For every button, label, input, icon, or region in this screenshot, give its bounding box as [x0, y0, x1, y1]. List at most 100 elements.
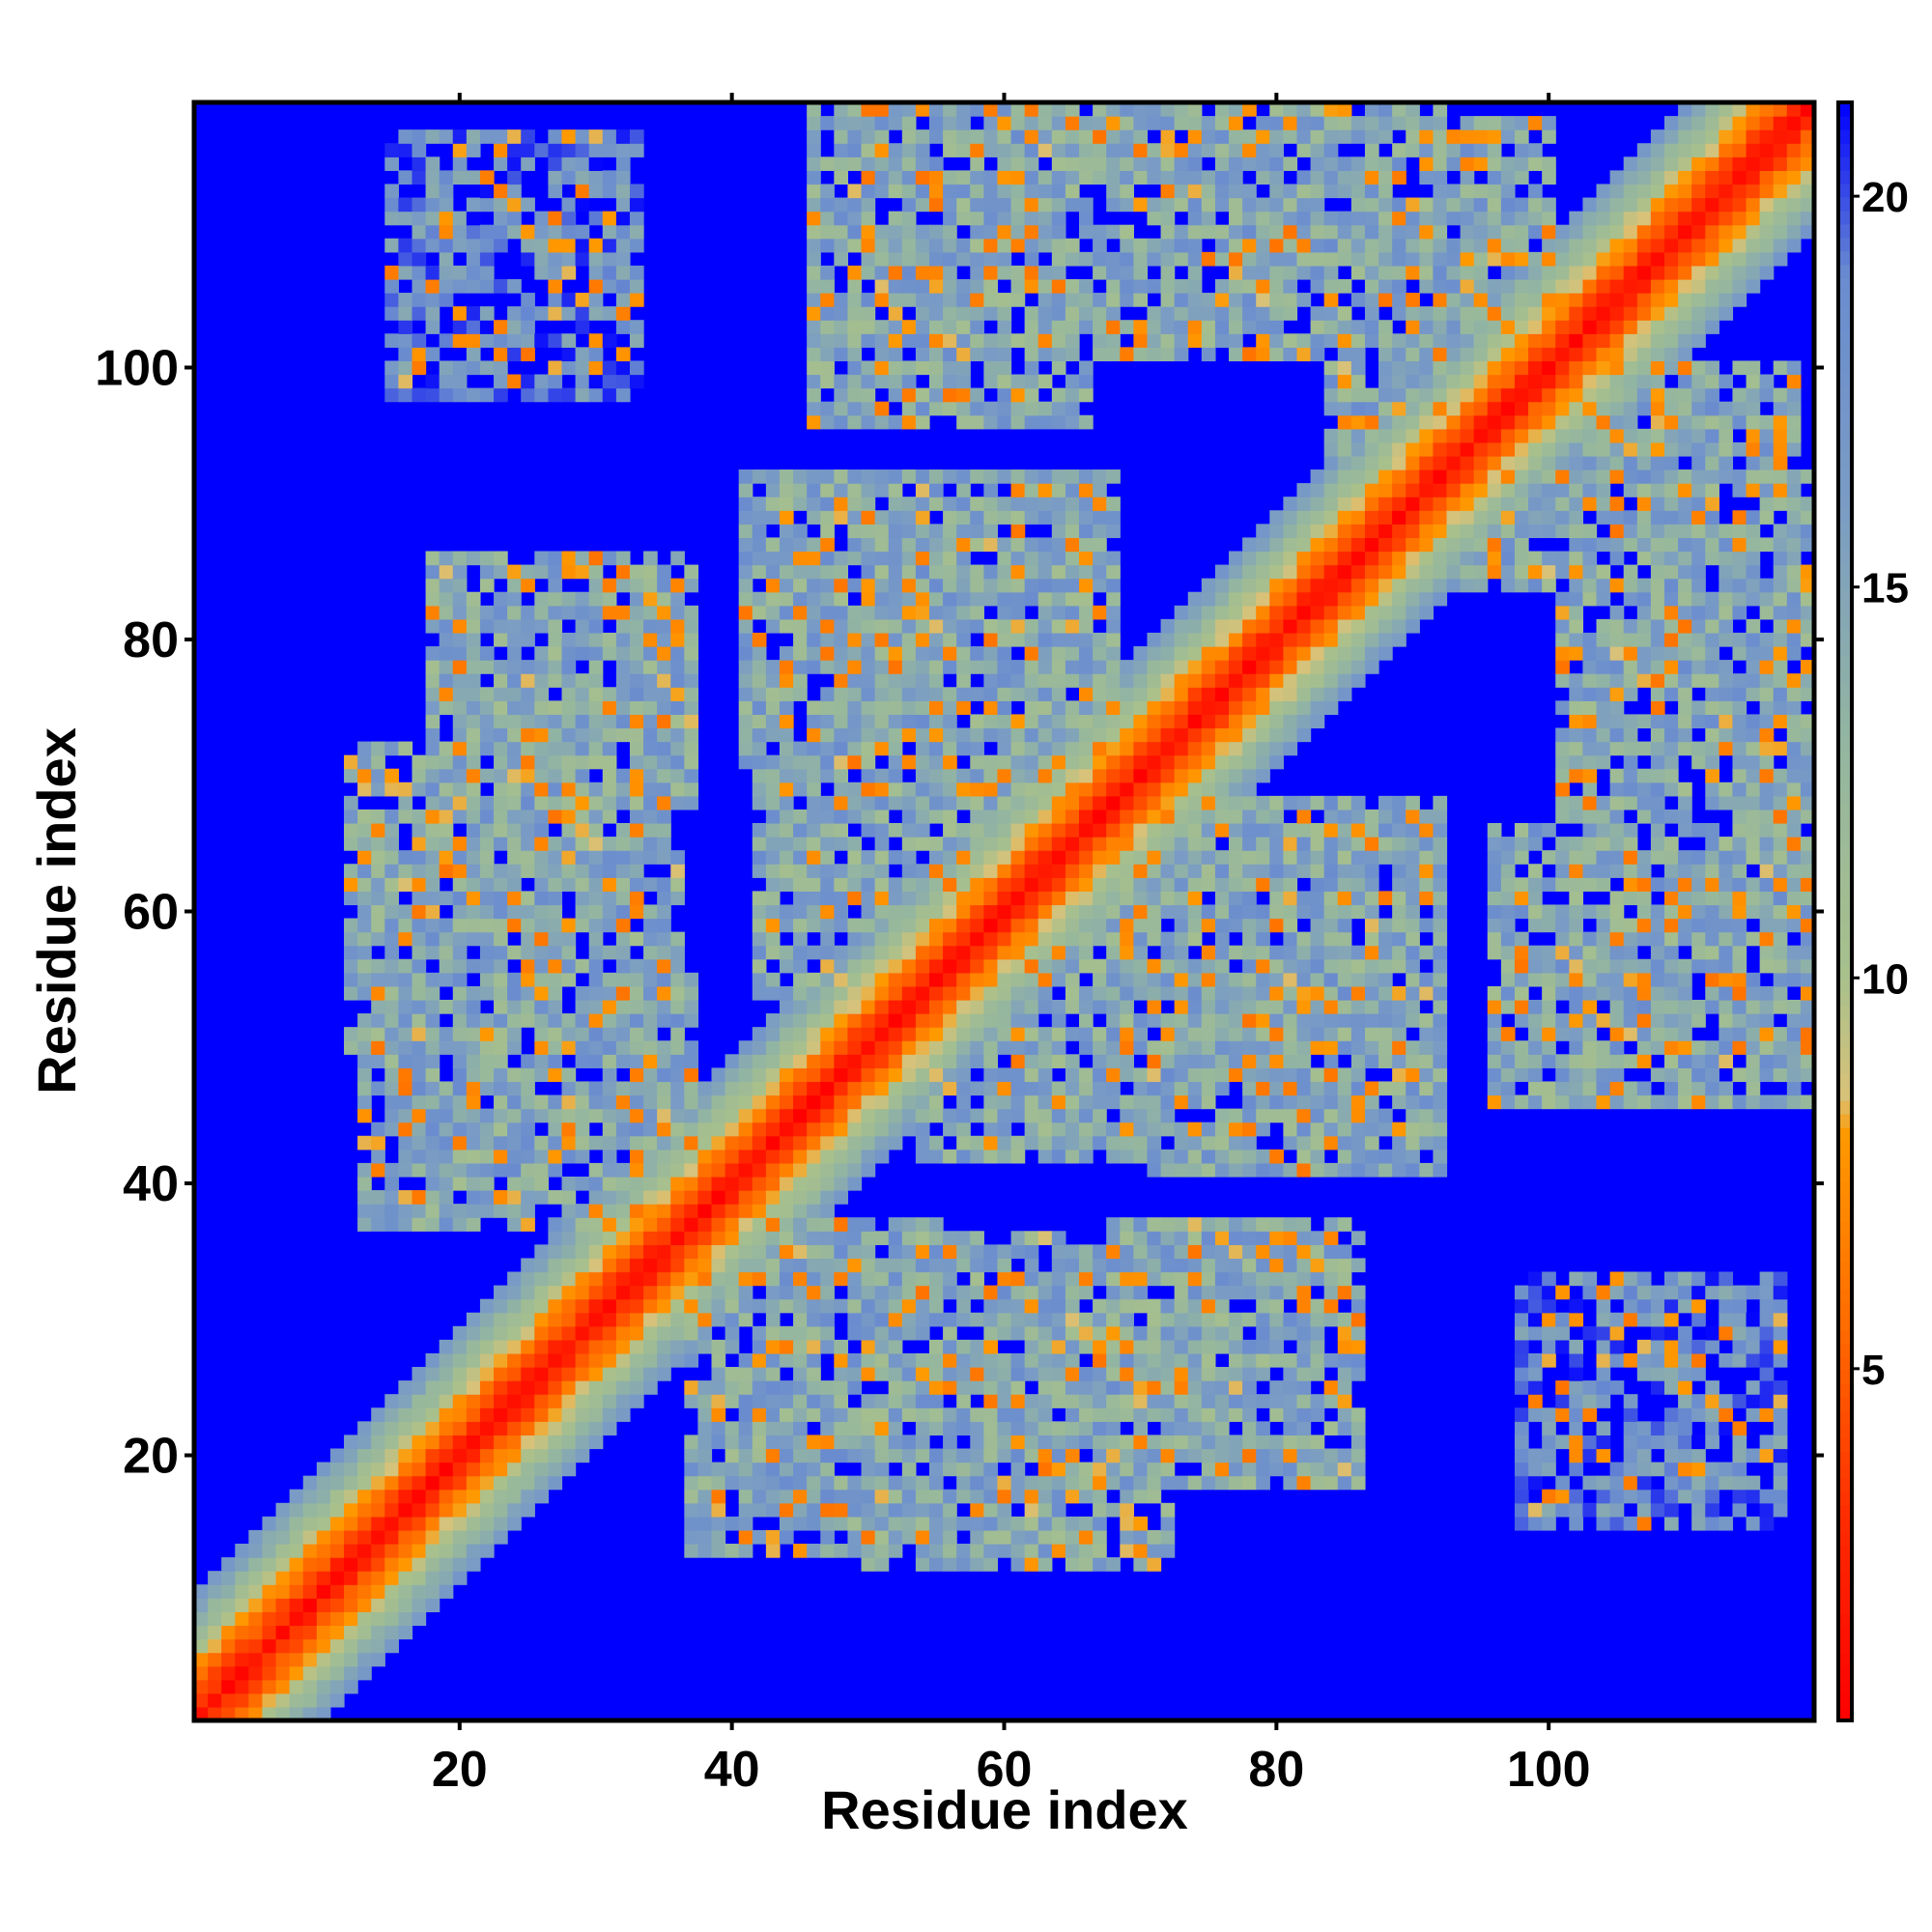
heatmap-cell [1160, 958, 1176, 974]
heatmap-cell [834, 1217, 849, 1232]
heatmap-cell [1024, 1013, 1039, 1028]
heatmap-cell [1093, 265, 1107, 280]
heatmap-cell [1051, 1380, 1066, 1395]
heatmap-cell [1079, 1149, 1094, 1164]
heatmap-cell [915, 958, 930, 974]
heatmap-cell [1079, 864, 1094, 878]
heatmap-cell [1201, 1312, 1216, 1327]
heatmap-cell [807, 129, 821, 144]
heatmap-cell [221, 1638, 236, 1654]
heatmap-cell [1174, 1367, 1189, 1381]
heatmap-cell [588, 1027, 604, 1041]
heatmap-cell [1160, 646, 1176, 661]
heatmap-cell [1187, 1054, 1203, 1068]
heatmap-cell [983, 1067, 999, 1083]
heatmap-cell [684, 1271, 699, 1287]
heatmap-cell [711, 1244, 726, 1260]
heatmap-cell [983, 999, 999, 1014]
heatmap-cell [425, 618, 440, 634]
heatmap-cell [793, 483, 808, 497]
heatmap-cell [615, 143, 631, 157]
heatmap-cell [398, 809, 413, 824]
heatmap-cell [765, 1204, 781, 1218]
heatmap-cell [316, 1598, 331, 1612]
heatmap-cell [521, 972, 535, 987]
heatmap-cell [1024, 646, 1039, 661]
heatmap-cell [452, 1448, 468, 1463]
heatmap-cell [888, 1312, 903, 1327]
heatmap-cell [724, 1394, 740, 1408]
heatmap-cell [874, 714, 890, 729]
heatmap-cell [534, 265, 549, 280]
heatmap-cell [901, 116, 917, 130]
heatmap-cell [901, 945, 917, 960]
heatmap-cell [997, 591, 1012, 607]
heatmap-cell [439, 211, 454, 226]
heatmap-cell [765, 985, 781, 1001]
heatmap-cell [670, 958, 685, 974]
heatmap-cell [479, 985, 495, 1001]
heatmap-cell [629, 333, 644, 348]
heatmap-cell [684, 754, 699, 770]
heatmap-cell [847, 401, 863, 416]
heatmap-cell [765, 809, 781, 824]
heatmap-cell [970, 1475, 984, 1491]
heatmap-cell [1201, 1298, 1216, 1314]
heatmap-cell [670, 1081, 685, 1096]
heatmap-cell [439, 184, 454, 199]
heatmap-cell [997, 673, 1012, 688]
heatmap-cell [901, 754, 917, 770]
heatmap-cell [1201, 1394, 1216, 1408]
heatmap-cell [943, 1448, 957, 1463]
heatmap-cell [466, 306, 481, 321]
heatmap-cell [1160, 618, 1176, 634]
heatmap-cell [997, 1094, 1012, 1110]
heatmap-cell [711, 1122, 726, 1137]
heatmap-cell [425, 1162, 440, 1178]
heatmap-cell [1065, 809, 1080, 824]
heatmap-cell [1147, 958, 1162, 974]
heatmap-cell [452, 999, 468, 1014]
heatmap-cell [452, 741, 468, 756]
heatmap-cell [466, 251, 481, 267]
heatmap-cell [956, 1448, 971, 1463]
heatmap-cell [874, 1081, 890, 1096]
heatmap-cell [1147, 116, 1162, 130]
heatmap-cell [970, 781, 984, 797]
heatmap-cell [439, 1027, 454, 1041]
heatmap-cell [793, 1013, 808, 1028]
heatmap-cell [738, 660, 753, 674]
heatmap-cell [602, 1204, 617, 1218]
heatmap-cell [289, 1665, 304, 1681]
heatmap-cell [793, 1352, 808, 1368]
heatmap-cell [643, 1122, 658, 1137]
heatmap-cell [711, 1529, 726, 1545]
heatmap-cell [1093, 1557, 1107, 1572]
heatmap-cell [1024, 618, 1039, 634]
heatmap-cell [466, 999, 481, 1014]
heatmap-cell [724, 1094, 740, 1110]
heatmap-cell [329, 1584, 345, 1599]
heatmap-cell [793, 1094, 808, 1110]
heatmap-cell [1106, 1298, 1121, 1314]
heatmap-cell [752, 524, 767, 539]
heatmap-cell [1010, 768, 1026, 783]
heatmap-cell [575, 1054, 590, 1068]
heatmap-cell [1065, 251, 1080, 267]
heatmap-cell [1147, 1544, 1162, 1558]
heatmap-cell [738, 591, 753, 607]
heatmap-cell [861, 414, 876, 430]
heatmap-cell [425, 646, 440, 661]
heatmap-cell [1160, 931, 1176, 947]
heatmap-cell [466, 265, 481, 280]
heatmap-cell [711, 1516, 726, 1531]
heatmap-cell [752, 958, 767, 974]
heatmap-cell [344, 1584, 358, 1599]
heatmap-cell [466, 129, 481, 144]
heatmap-cell [534, 646, 549, 661]
heatmap-cell [1037, 578, 1053, 593]
heatmap-cell [1147, 1394, 1162, 1408]
heatmap-cell [807, 1394, 821, 1408]
heatmap-cell [452, 754, 468, 770]
heatmap-cell [425, 1081, 440, 1096]
